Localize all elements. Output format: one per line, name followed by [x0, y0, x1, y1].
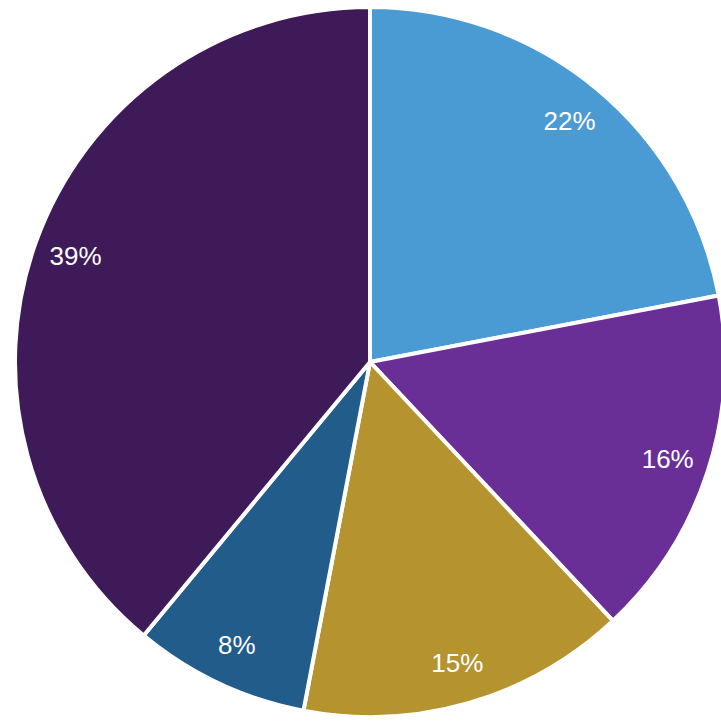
svg-text:8%: 8% [218, 630, 256, 660]
svg-text:39%: 39% [49, 241, 101, 271]
svg-text:16%: 16% [642, 444, 694, 474]
svg-text:22%: 22% [543, 106, 595, 136]
svg-text:15%: 15% [431, 648, 483, 678]
